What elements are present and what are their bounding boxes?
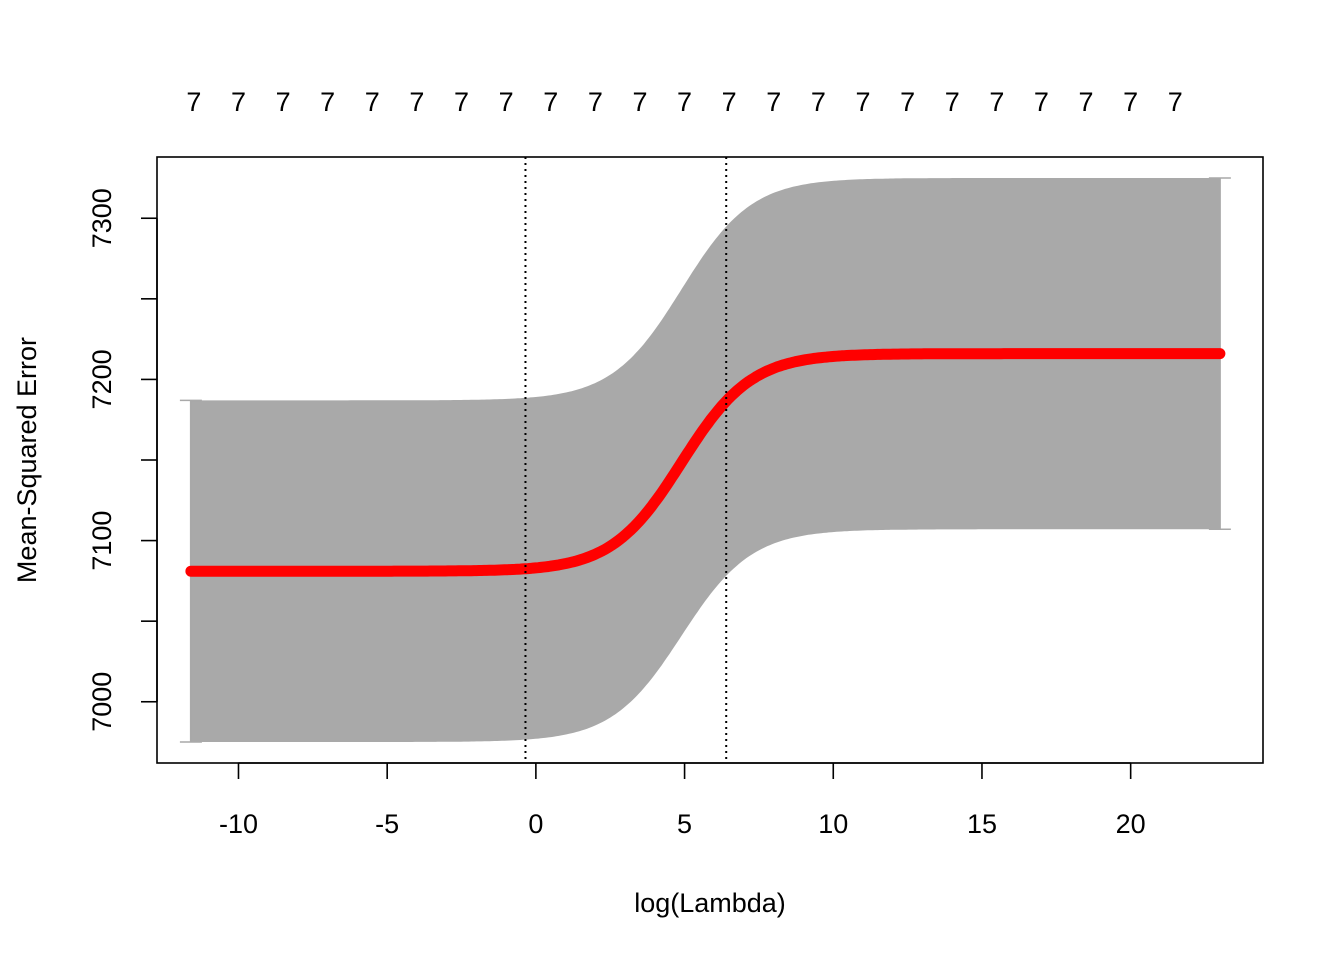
x-tick-label: 20: [1116, 809, 1146, 839]
y-tick-label: 7000: [87, 672, 117, 732]
x-tick-label: 0: [528, 809, 543, 839]
y-axis: 7000 7100 7200 7300: [87, 188, 158, 732]
top-tick-label: 7: [543, 87, 558, 117]
x-tick-label: 5: [677, 809, 692, 839]
top-tick-label: 7: [320, 87, 335, 117]
top-tick-label: 7: [900, 87, 915, 117]
top-tick-label: 7: [588, 87, 603, 117]
y-tick-label: 7100: [87, 511, 117, 571]
top-tick-label: 7: [1123, 87, 1138, 117]
x-axis-title: log(Lambda): [634, 888, 786, 918]
lambda-lines: [524, 157, 728, 763]
mean-curve: [185, 348, 1226, 577]
error-band: [179, 177, 1231, 743]
top-tick-label: 7: [1079, 87, 1094, 117]
top-tick-label: 7: [1034, 87, 1049, 117]
top-tick-label: 7: [722, 87, 737, 117]
top-tick-label: 7: [811, 87, 826, 117]
x-tick-label: 15: [967, 809, 997, 839]
top-tick-label: 7: [989, 87, 1004, 117]
top-tick-label: 7: [677, 87, 692, 117]
y-axis-title: Mean-Squared Error: [12, 337, 42, 583]
top-tick-label: 7: [855, 87, 870, 117]
top-tick-label: 7: [499, 87, 514, 117]
error-band-area: [190, 178, 1220, 742]
top-tick-label: 7: [454, 87, 469, 117]
x-axis: -10 -5 0 5 10 15 20: [219, 762, 1146, 839]
top-tick-label: 7: [276, 87, 291, 117]
top-tick-label: 7: [766, 87, 781, 117]
top-tick-label: 7: [186, 87, 201, 117]
mean-mse-line: [185, 348, 1226, 577]
top-tick-label: 7: [632, 87, 647, 117]
x-tick-label: 10: [818, 809, 848, 839]
top-tick-label: 7: [1168, 87, 1183, 117]
top-tick-label: 7: [945, 87, 960, 117]
x-tick-label: -5: [375, 809, 399, 839]
top-tick-label: 7: [409, 87, 424, 117]
y-tick-label: 7300: [87, 188, 117, 248]
x-tick-label: -10: [219, 809, 258, 839]
top-tick-label: 7: [231, 87, 246, 117]
top-tick-label: 7: [365, 87, 380, 117]
y-tick-label: 7200: [87, 349, 117, 409]
